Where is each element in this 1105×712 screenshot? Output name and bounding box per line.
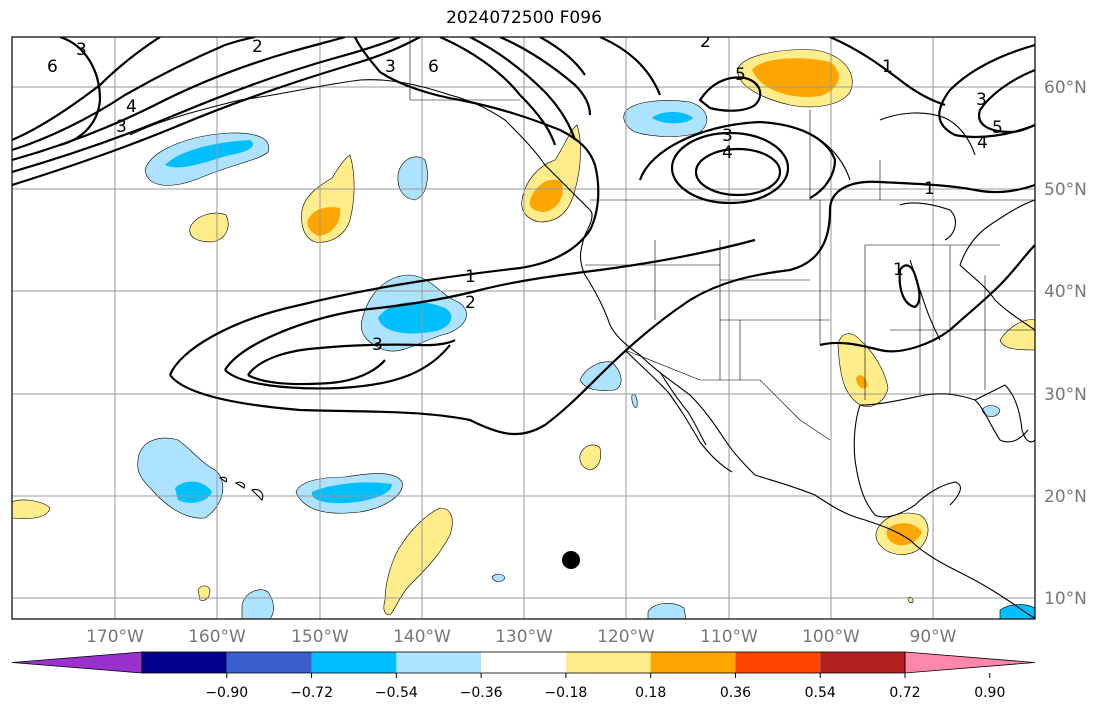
contour-label-6a: 6 [47,57,58,77]
colorbar-swatch [481,652,566,673]
contour-label-3c: 3 [385,57,396,77]
contour-label-3d: 3 [372,335,383,355]
lon-label-120w: 120°W [597,627,655,647]
lon-label-90w: 90°W [910,627,957,647]
colorbar-swatch [396,652,482,673]
colorbar-swatch [565,652,651,673]
lon-label-150w: 150°W [291,627,349,647]
colorbar-tick-label: −0.90 [205,685,248,701]
contour-label-4c: 4 [977,133,988,153]
colorbar-tick-label: −0.54 [375,685,418,701]
lon-label-110w: 110°W [700,627,758,647]
contour-label-group: 6 3 4 3 2 3 6 1 2 3 2 5 3 4 1 3 4 5 1 1 [47,32,1003,355]
lon-label-170w: 170°W [86,627,144,647]
colorbar-swatch [650,652,736,673]
contour-label-3f: 3 [976,90,987,110]
colorbar-swatch [311,652,397,673]
colorbar-extend-low [11,651,143,674]
colorbar-extend-high [904,651,1036,674]
pos-anomaly-east [999,319,1035,351]
lat-label-50n: 50°N [1044,180,1087,200]
colorbar-tick-label: 0.72 [889,685,920,701]
contour-label-5b: 5 [992,118,1003,138]
colorbar-swatch [820,652,905,673]
pos-anomaly-texas [837,333,889,407]
contour-label-4a: 4 [126,97,137,117]
contour-label-1d: 1 [893,260,904,280]
contour-label-2b: 2 [465,293,476,313]
lon-label-140w: 140°W [393,627,451,647]
colorbar-swatch [735,652,821,673]
graticule [12,37,1035,619]
contour-label-1a: 1 [465,267,476,287]
lon-label-160w: 160°W [188,627,246,647]
lat-label-20n: 20°N [1044,487,1087,507]
lon-label-130w: 130°W [495,627,553,647]
contour-label-3a: 3 [76,40,87,60]
colorbar-tick-label: −0.36 [460,685,503,701]
contour-label-6b: 6 [428,57,439,77]
political-borders [409,37,1035,441]
colorbar-tick-label: 0.36 [720,685,751,701]
colorbar-frame [141,651,906,674]
colorbar-swatch [142,652,227,673]
colorbar-swatch [226,652,312,673]
colorbar-tick-label: 0.90 [974,685,1005,701]
colorbar: −0.90 −0.72 −0.54 −0.36 −0.18 0.18 0.36 0.54 0.7… [11,651,1036,701]
longitude-axis: 170°W 160°W 150°W 140°W 130°W 120°W 110°… [86,627,957,647]
contour-lines [12,37,1035,436]
lat-label-40n: 40°N [1044,282,1087,302]
lat-label-30n: 30°N [1044,385,1087,405]
latitude-axis: 60°N 50°N 40°N 30°N 20°N 10°N [1044,78,1087,609]
contour-label-1b: 1 [882,57,893,77]
anomaly-shading [12,49,1035,619]
map-frame [11,36,1036,620]
contour-label-1c: 1 [924,179,935,199]
pos-anomaly-tropics [383,507,453,616]
lon-label-100w: 100°W [802,627,860,647]
contour-label-4b: 4 [722,143,733,163]
lat-label-10n: 10°N [1044,589,1087,609]
colorbar-tick-label: 0.54 [805,685,836,701]
colorbar-tick-label: −0.18 [544,685,587,701]
neg-anomaly-south [241,589,274,619]
contour-label-2a: 2 [252,37,263,57]
contour-label-3b: 3 [116,117,127,137]
map-title: 2024072500 F096 [446,8,602,28]
map-panel: 6 3 4 3 2 3 6 1 2 3 2 5 3 4 1 3 4 5 1 1 [12,32,1035,619]
lat-label-60n: 60°N [1044,78,1087,98]
contour-label-3e: 3 [722,126,733,146]
coastlines [129,79,1035,619]
colorbar-tick-label: −0.72 [290,685,333,701]
contour-label-5: 5 [735,65,746,85]
storm-center-dot [562,551,580,569]
colorbar-tick-label: 0.18 [635,685,666,701]
contour-label-2c: 2 [700,32,711,52]
